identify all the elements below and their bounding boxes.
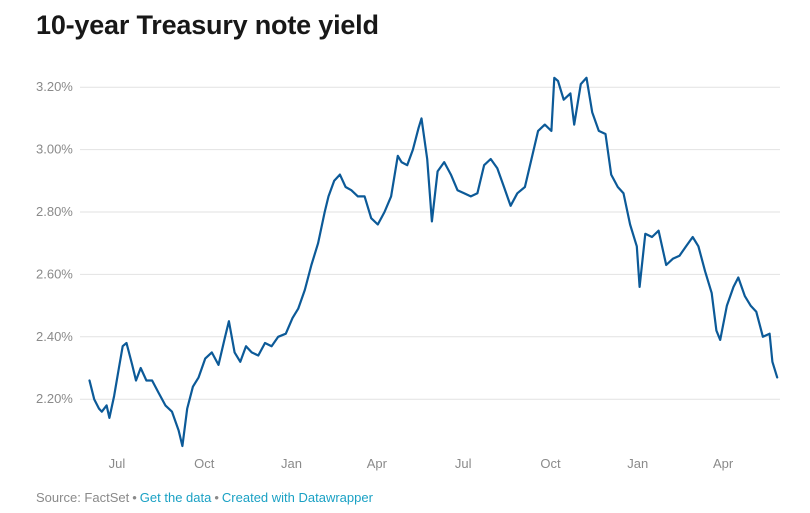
x-tick-label: Oct	[194, 456, 215, 471]
x-tick-label: Jul	[455, 456, 472, 471]
x-tick-label: Oct	[540, 456, 561, 471]
series-group	[88, 76, 779, 448]
y-tick-label: 3.20%	[36, 79, 73, 94]
x-tick-label: Apr	[367, 456, 388, 471]
y-tick-label: 2.40%	[36, 329, 73, 344]
grid-lines	[80, 86, 780, 400]
y-tick-label: 2.20%	[36, 391, 73, 406]
datawrapper-link[interactable]: Created with Datawrapper	[221, 490, 373, 505]
y-tick-label: 3.00%	[36, 142, 73, 157]
x-tick-label: Jul	[109, 456, 126, 471]
x-tick-label: Jan	[281, 456, 302, 471]
get-the-data-link[interactable]: Get the data	[139, 490, 212, 505]
source-note: Source: FactSet	[36, 490, 130, 505]
line-chart: 2.20% 2.40% 2.60% 2.80% 3.00% 3.20% Jul Oct Jan…	[36, 76, 780, 471]
y-tick-label: 2.60%	[36, 266, 73, 281]
x-tick-label: Apr	[713, 456, 734, 471]
x-axis: Jul Oct Jan Apr Jul Oct Jan Apr	[109, 456, 734, 471]
chart-footer: Source: FactSet • Get the data • Created wit…	[36, 490, 373, 505]
y-axis: 2.20% 2.40% 2.60% 2.80% 3.00% 3.20%	[36, 79, 73, 406]
x-tick-label: Jan	[627, 456, 648, 471]
series-line-0	[88, 76, 779, 448]
chart-title: 10-year Treasury note yield	[36, 10, 379, 40]
y-tick-label: 2.80%	[36, 204, 73, 219]
